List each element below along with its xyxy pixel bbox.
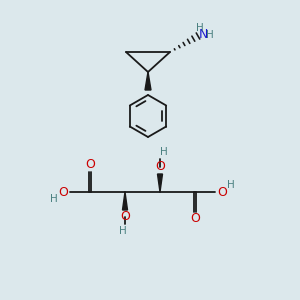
Text: O: O bbox=[217, 185, 227, 199]
Polygon shape bbox=[158, 174, 163, 192]
Polygon shape bbox=[145, 72, 151, 90]
Text: O: O bbox=[85, 158, 95, 172]
Text: H: H bbox=[160, 147, 168, 157]
Text: H: H bbox=[206, 30, 214, 40]
Text: H: H bbox=[227, 180, 235, 190]
Polygon shape bbox=[122, 192, 128, 210]
Text: O: O bbox=[190, 212, 200, 226]
Text: H: H bbox=[119, 226, 127, 236]
Text: O: O bbox=[155, 160, 165, 173]
Text: H: H bbox=[50, 194, 58, 204]
Text: N: N bbox=[198, 28, 208, 41]
Text: O: O bbox=[58, 185, 68, 199]
Text: O: O bbox=[120, 211, 130, 224]
Text: H: H bbox=[196, 23, 204, 33]
